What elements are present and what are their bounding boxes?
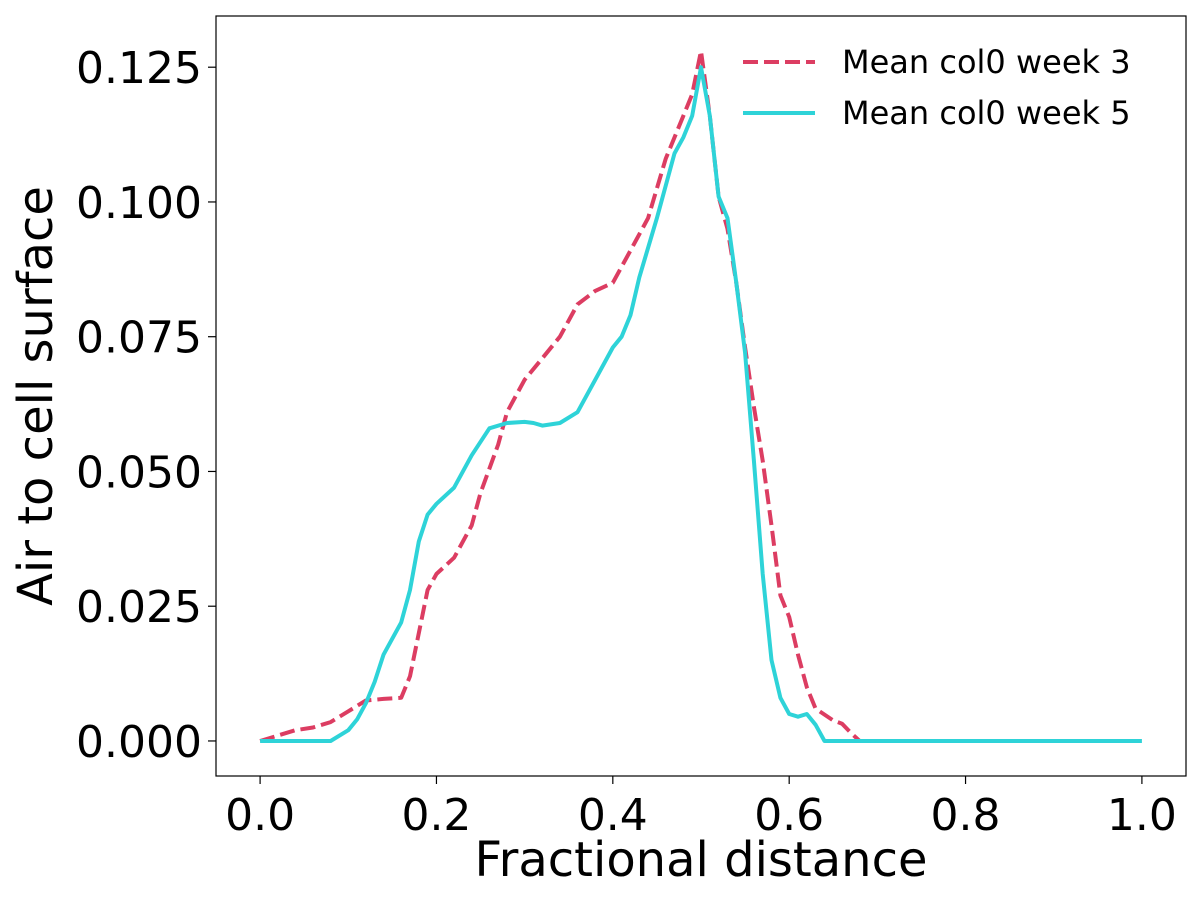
x-tick-label: 0.8	[931, 790, 1001, 841]
x-axis-label: Fractional distance	[475, 832, 928, 888]
y-tick-label: 0.000	[76, 717, 202, 768]
legend-label-week-3: Mean col0 week 3	[842, 43, 1131, 81]
y-tick-label: 0.025	[76, 582, 202, 633]
y-tick-label: 0.075	[76, 313, 202, 364]
legend-label-week-5: Mean col0 week 5	[842, 94, 1131, 132]
y-axis: 0.000 0.025 0.050 0.075 0.100 0.125	[76, 43, 216, 768]
y-tick-label: 0.100	[76, 178, 202, 229]
x-tick-label: 0.0	[225, 790, 295, 841]
x-axis: 0.0 0.2 0.4 0.6 0.8 1.0	[225, 776, 1177, 841]
plot-area	[215, 15, 1187, 777]
legend: Mean col0 week 3 Mean col0 week 5	[743, 43, 1131, 132]
series-layer	[259, 49, 1142, 743]
x-tick-label: 0.4	[578, 790, 648, 841]
x-tick-label: 1.0	[1107, 790, 1177, 841]
series-line-week-5	[260, 65, 1142, 743]
y-tick-label: 0.125	[76, 43, 202, 94]
y-tick-label: 0.050	[76, 447, 202, 498]
y-axis-label: Air to cell surface	[8, 186, 64, 606]
series-line-week-3	[259, 49, 1142, 743]
x-tick-label: 0.6	[754, 790, 824, 841]
x-tick-label: 0.2	[401, 790, 471, 841]
